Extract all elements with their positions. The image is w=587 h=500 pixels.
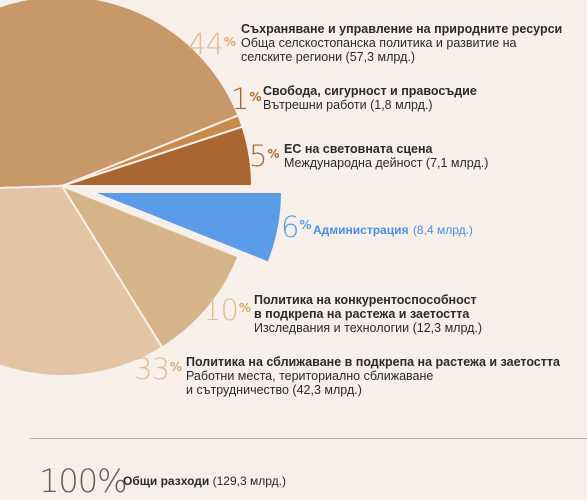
total-percent: 100% (39, 462, 127, 500)
label-global-line1: Международна дейност (7,1 млрд.) (284, 156, 489, 170)
divider (30, 438, 587, 439)
label-freedom-title: Свобода, сигурност и правосъдие (263, 84, 477, 98)
label-competitiveness: Политика на конкурентоспособност в подкр… (254, 293, 482, 335)
total-label: Общи разходи (129,3 млрд.) (123, 474, 286, 488)
total-value: (129,3 млрд.) (212, 474, 286, 488)
label-cohesion-line2: и сътрудничество (42,3 млрд.) (186, 383, 362, 397)
percent-global: 5% (249, 139, 279, 173)
label-competitiveness-title2: в подкрепа на растежа и заетостта (254, 307, 470, 321)
pie-slice-global (61, 125, 254, 187)
percent-natural: 44% (188, 27, 236, 61)
label-admin-title: Администрация (313, 223, 409, 237)
pie-slice-cohesion (0, 184, 164, 377)
label-cohesion-title: Политика на сближаване в подкрепа на рас… (186, 355, 560, 369)
pie-slice-natural (0, 0, 240, 189)
pie-slice-competitiveness (59, 183, 240, 349)
label-freedom: Свобода, сигурност и правосъдие Вътрешни… (263, 84, 477, 112)
pie-slice-admin (91, 191, 284, 264)
label-freedom-line1: Вътрешни работи (1,8 млрд.) (263, 98, 433, 112)
label-competitiveness-line1: Изследвания и технологии (12,3 млрд.) (254, 321, 483, 335)
label-cohesion: Политика на сближаване в подкрепа на рас… (186, 355, 560, 397)
label-global-title: ЕС на световната сцена (284, 142, 433, 156)
label-global: ЕС на световната сцена Международна дейн… (284, 142, 488, 170)
label-admin: Администрация (8,4 млрд.) (313, 221, 473, 239)
label-competitiveness-title1: Политика на конкурентоспособност (254, 293, 477, 307)
percent-admin: 6% (281, 210, 311, 244)
label-admin-line1: (8,4 млрд.) (412, 223, 473, 237)
label-cohesion-line1: Работни места, териториално сближаване (186, 369, 434, 383)
total-title: Общи разходи (123, 474, 210, 488)
percent-freedom: 1% (231, 82, 261, 116)
label-natural-line1: Обща селскостопанска политика и развитие… (241, 36, 517, 50)
percent-competitiveness: 10% (203, 293, 251, 327)
percent-cohesion: 33% (134, 352, 182, 386)
label-natural-line2: селските региони (57,3 млрд.) (241, 50, 415, 64)
label-natural: Съхраняване и управление на природните р… (241, 22, 562, 64)
label-natural-title: Съхраняване и управление на природните р… (241, 22, 563, 36)
